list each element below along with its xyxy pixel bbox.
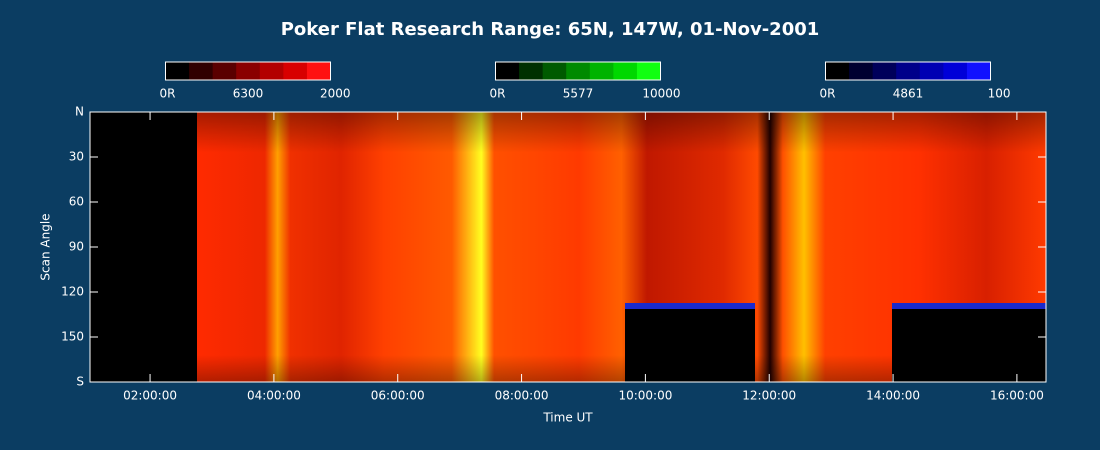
x-tick-label: 08:00:00 xyxy=(495,389,549,403)
x-tick-label: 04:00:00 xyxy=(247,389,301,403)
x-tick-label: 16:00:00 xyxy=(990,389,1044,403)
colorbar-high-label: 10000 xyxy=(642,87,680,101)
colorbar-swatch xyxy=(919,62,944,80)
x-tick-label: 02:00:00 xyxy=(123,389,177,403)
colorbar-name: 4861 xyxy=(893,87,924,101)
colorbar-swatch xyxy=(165,62,190,80)
x-axis-label: Time UT xyxy=(542,411,593,425)
colorbar-swatch xyxy=(613,62,638,80)
colorbar-frame xyxy=(825,61,991,81)
chart-title: Poker Flat Research Range: 65N, 147W, 01… xyxy=(281,19,820,40)
colorbar-low-label: 0R xyxy=(160,87,176,101)
y-tick-label: 30 xyxy=(69,150,84,164)
colorbar: 0R 4861 100 xyxy=(820,61,1011,101)
y-tick-label: 60 xyxy=(69,195,84,209)
colorbar: 0R 5577 10000 xyxy=(490,61,681,101)
colorbar-low-label: 0R xyxy=(820,87,836,101)
x-tick-label: 12:00:00 xyxy=(742,389,796,403)
colorbar-frame xyxy=(495,61,661,81)
colorbar-swatch xyxy=(212,62,237,80)
colorbar-swatch xyxy=(896,62,921,80)
colorbar-swatch xyxy=(236,62,261,80)
colorbar-swatch xyxy=(259,62,284,80)
y-tick-label: S xyxy=(76,375,84,389)
image-edge xyxy=(892,303,1046,309)
colorbar-swatch xyxy=(566,62,591,80)
colorbar-swatch xyxy=(189,62,214,80)
y-tick-label: 150 xyxy=(61,330,84,344)
colorbar: 0R 6300 2000 xyxy=(160,61,351,101)
colorbar-name: 6300 xyxy=(233,87,264,101)
y-axis-label: Scan Angle xyxy=(39,213,53,280)
colorbar-swatch xyxy=(966,62,991,80)
colorbar-swatch xyxy=(519,62,544,80)
colorbar-high-label: 100 xyxy=(988,87,1011,101)
colorbar-low-label: 0R xyxy=(490,87,506,101)
colorbar-swatch xyxy=(589,62,614,80)
colorbar-name: 5577 xyxy=(563,87,594,101)
colorbar-high-label: 2000 xyxy=(320,87,351,101)
y-tick-label: 120 xyxy=(61,285,84,299)
image-edge xyxy=(625,303,755,309)
colorbar-swatch xyxy=(283,62,308,80)
colorbar-swatch xyxy=(495,62,520,80)
y-tick-label: N xyxy=(75,105,84,119)
image-gap xyxy=(892,303,1046,382)
colorbar-swatch xyxy=(849,62,874,80)
x-tick-label: 06:00:00 xyxy=(371,389,425,403)
colorbar-frame xyxy=(165,61,331,81)
colorbar-swatch xyxy=(943,62,968,80)
colorbar-swatch xyxy=(306,62,331,80)
colorbar-swatch xyxy=(872,62,897,80)
colorbar-swatch xyxy=(542,62,567,80)
x-tick-label: 10:00:00 xyxy=(618,389,672,403)
colorbar-swatch xyxy=(636,62,661,80)
colorbar-swatch xyxy=(825,62,850,80)
x-tick-label: 14:00:00 xyxy=(866,389,920,403)
y-tick-label: 90 xyxy=(69,240,84,254)
keogram-image xyxy=(90,112,1046,382)
image-gap xyxy=(625,303,755,382)
